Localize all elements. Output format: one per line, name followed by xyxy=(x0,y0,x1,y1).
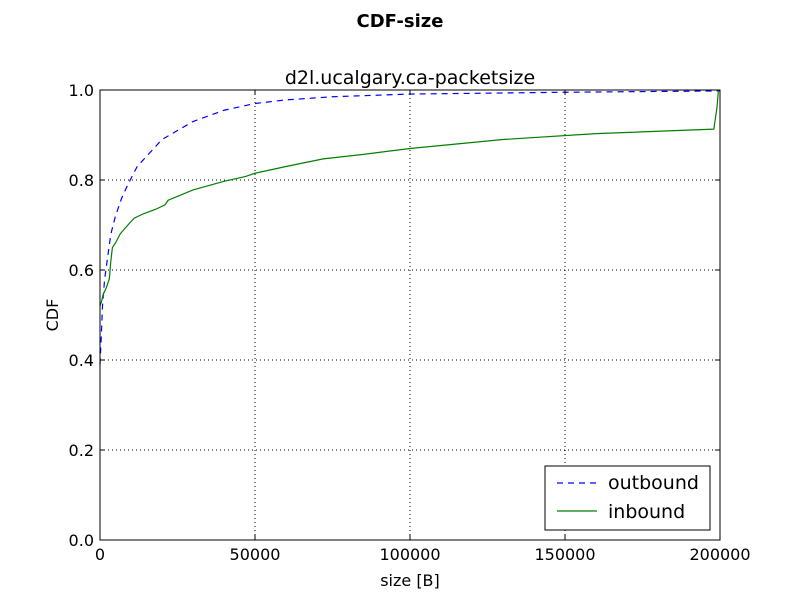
y-axis-label: CDF xyxy=(43,299,62,332)
x-axis-ticks: 0 50000 100000 150000 200000 xyxy=(95,90,751,564)
y-tick-label: 0.4 xyxy=(69,351,94,370)
y-tick-label: 1.0 xyxy=(69,81,94,100)
x-axis-label: size [B] xyxy=(380,571,440,590)
y-tick-label: 0.2 xyxy=(69,441,94,460)
legend-box xyxy=(544,465,711,531)
series-line-inbound xyxy=(99,89,720,307)
y-tick-label: 0.6 xyxy=(69,261,94,280)
x-tick-label: 100000 xyxy=(379,545,440,564)
figure-title: CDF-size xyxy=(357,11,444,32)
x-tick-label: 0 xyxy=(95,545,105,564)
x-tick-label: 50000 xyxy=(230,545,281,564)
legend-label-outbound: outbound xyxy=(608,472,699,494)
y-axis-ticks: 0.0 0.2 0.4 0.6 0.8 1.0 xyxy=(69,81,720,550)
x-tick-label: 200000 xyxy=(689,545,750,564)
series-line-outbound xyxy=(99,90,721,365)
grid-lines xyxy=(100,90,720,540)
legend: outbound inbound xyxy=(544,465,711,531)
series-layer xyxy=(99,89,721,365)
y-tick-label: 0.0 xyxy=(69,531,94,550)
chart-title: d2l.ucalgary.ca-packetsize xyxy=(285,67,535,89)
legend-label-inbound: inbound xyxy=(608,501,685,523)
y-tick-label: 0.8 xyxy=(69,171,94,190)
x-tick-label: 150000 xyxy=(534,545,595,564)
